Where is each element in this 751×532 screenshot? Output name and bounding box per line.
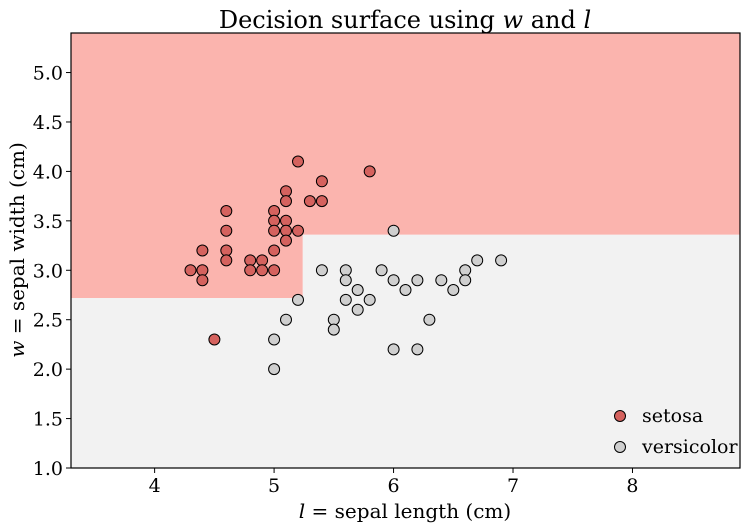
point-setosa — [196, 244, 209, 257]
point-versicolor — [471, 254, 484, 267]
y-axis-label-rest: = sepal width (cm) — [5, 142, 29, 340]
point-versicolor — [411, 343, 424, 356]
point-versicolor — [268, 363, 281, 376]
point-versicolor — [351, 284, 364, 296]
point-versicolor — [339, 293, 352, 306]
point-setosa — [292, 155, 304, 168]
decision-regions — [71, 33, 740, 468]
point-setosa — [196, 274, 209, 287]
point-versicolor — [363, 293, 376, 306]
chart-title: Decision surface using w and l — [219, 6, 591, 34]
legend: setosa versicolor — [614, 405, 738, 458]
title-var-w: w — [503, 6, 524, 34]
plot-frame — [70, 32, 741, 469]
x-axis-label-var: l — [299, 499, 305, 523]
y-tick-label: 4.0 — [33, 161, 63, 183]
region-versicolor — [71, 234, 740, 468]
point-versicolor — [280, 313, 292, 326]
y-tick-label: 5.0 — [33, 63, 63, 85]
point-setosa — [256, 254, 269, 267]
point-versicolor — [387, 343, 400, 356]
point-versicolor — [399, 284, 412, 296]
x-tick-label: 4 — [149, 475, 161, 497]
point-setosa — [280, 234, 292, 247]
point-versicolor — [315, 264, 328, 277]
x-tick-label: 8 — [626, 475, 638, 497]
y-tick-label: 2.5 — [33, 310, 63, 332]
point-versicolor — [387, 224, 400, 237]
point-versicolor — [423, 313, 436, 326]
x-axis-label-rest: = sepal length (cm) — [305, 499, 511, 523]
point-setosa — [268, 224, 281, 237]
point-setosa — [280, 214, 292, 227]
legend-label-versicolor: versicolor — [641, 436, 738, 458]
y-tick-label: 2.0 — [33, 359, 63, 381]
point-versicolor — [327, 323, 340, 336]
point-setosa — [220, 224, 233, 237]
y-axis-label-var: w — [5, 341, 29, 358]
point-setosa — [280, 224, 292, 237]
title-mid: and — [523, 6, 583, 34]
y-tick-label: 4.5 — [33, 112, 63, 134]
point-versicolor — [292, 293, 304, 306]
region-setosa — [71, 33, 740, 298]
point-versicolor — [411, 274, 424, 287]
point-setosa — [292, 224, 304, 237]
point-setosa — [220, 254, 233, 267]
point-setosa — [220, 244, 233, 257]
point-versicolor — [495, 254, 508, 267]
point-setosa — [315, 175, 328, 188]
y-tick-label: 3.5 — [33, 211, 63, 233]
title-var-l: l — [583, 6, 591, 34]
point-versicolor — [447, 284, 460, 296]
legend-marker-versicolor — [614, 441, 626, 453]
point-setosa — [268, 244, 281, 257]
y-tick-label: 3.0 — [33, 260, 63, 282]
point-setosa — [244, 264, 257, 277]
point-versicolor — [459, 274, 472, 287]
point-setosa — [280, 195, 292, 208]
point-versicolor — [327, 313, 340, 326]
point-setosa — [244, 254, 257, 267]
point-setosa — [303, 195, 316, 208]
point-versicolor — [339, 264, 352, 277]
x-axis-label: l = sepal length (cm) — [299, 499, 511, 523]
y-tick-label: 1.0 — [33, 458, 63, 480]
point-setosa — [184, 264, 197, 277]
x-tick-label: 5 — [268, 475, 280, 497]
point-setosa — [363, 165, 376, 178]
legend-label-setosa: setosa — [642, 405, 703, 427]
legend-marker-setosa — [614, 410, 626, 422]
point-versicolor — [387, 274, 400, 287]
point-versicolor — [351, 303, 364, 316]
point-versicolor — [435, 274, 448, 287]
y-axis-ticks: 1.0 1.5 2.0 2.5 3.0 3.5 4.0 4.5 5.0 — [33, 63, 71, 480]
point-versicolor — [268, 333, 281, 346]
point-setosa — [315, 195, 328, 208]
point-setosa — [208, 333, 221, 346]
point-setosa — [280, 185, 292, 198]
point-setosa — [256, 264, 269, 277]
scatter-points — [184, 155, 508, 376]
x-tick-label: 7 — [507, 475, 519, 497]
point-setosa — [196, 264, 209, 277]
y-tick-label: 1.5 — [33, 409, 63, 431]
point-setosa — [268, 214, 281, 227]
x-axis-ticks: 4 5 6 7 8 — [149, 468, 639, 497]
point-setosa — [268, 264, 281, 277]
x-tick-label: 6 — [388, 475, 400, 497]
point-versicolor — [375, 264, 388, 277]
point-versicolor — [459, 264, 472, 277]
y-axis-label: w = sepal width (cm) — [5, 142, 29, 358]
point-setosa — [220, 205, 233, 217]
title-prefix: Decision surface using — [219, 6, 503, 34]
point-versicolor — [339, 274, 352, 287]
